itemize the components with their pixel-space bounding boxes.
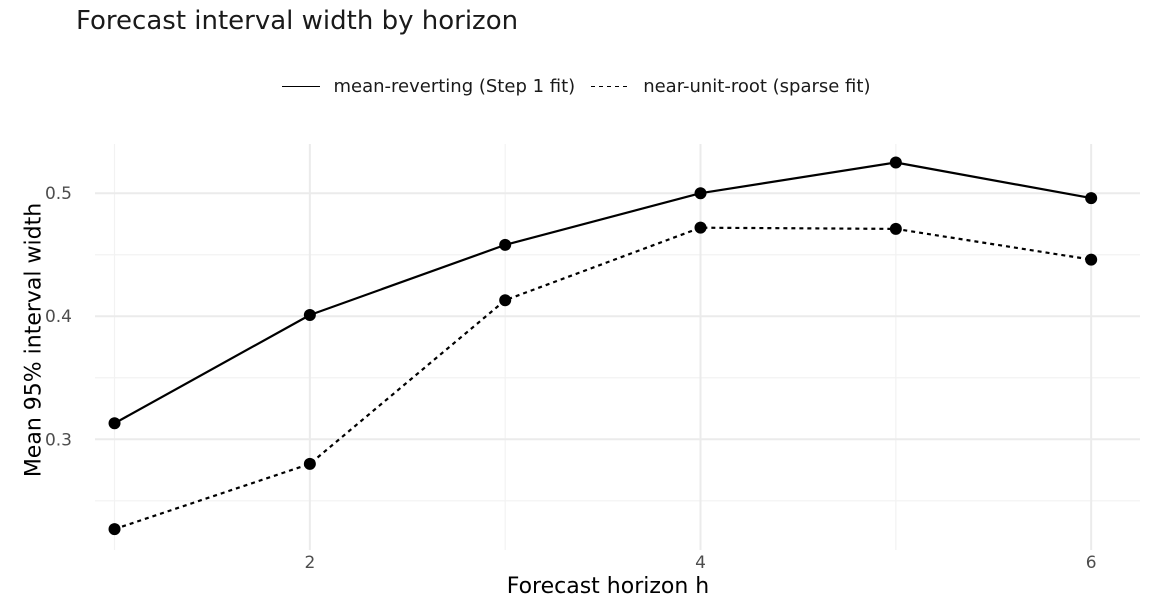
x-tick-label: 4 xyxy=(695,553,706,573)
data-point-series-1 xyxy=(303,309,316,322)
legend-label-mean-reverting: mean-reverting (Step 1 fit) xyxy=(333,75,576,97)
series-line-2 xyxy=(114,226,1092,531)
legend-label-near-unit-root: near-unit-root (sparse fit) xyxy=(643,75,871,97)
y-tick-label: 0.5 xyxy=(45,184,72,204)
x-tick-label: 6 xyxy=(1086,553,1097,573)
x-tick-label: 2 xyxy=(304,553,315,573)
y-tick-label: 0.4 xyxy=(45,307,72,327)
data-point-series-2 xyxy=(303,457,316,470)
data-point-series-1 xyxy=(889,156,902,169)
series-line-1 xyxy=(113,161,1092,425)
data-point-series-1 xyxy=(499,238,512,251)
data-point-series-1 xyxy=(108,417,121,430)
legend-item-mean-reverting: mean-reverting (Step 1 fit) xyxy=(281,75,576,97)
data-point-series-2 xyxy=(889,222,902,235)
legend-item-near-unit-root: near-unit-root (sparse fit) xyxy=(591,76,870,97)
data-point-series-2 xyxy=(694,221,707,234)
legend: mean-reverting (Step 1 fit) near-unit-ro… xyxy=(0,72,1152,100)
data-point-series-2 xyxy=(499,294,512,307)
data-point-series-2 xyxy=(108,523,121,536)
y-axis-label: Mean 95% interval width xyxy=(21,202,47,478)
data-point-series-2 xyxy=(1085,253,1098,266)
x-axis-label: Forecast horizon h xyxy=(506,574,710,599)
chart-title: Forecast interval width by horizon xyxy=(76,6,519,36)
data-point-series-1 xyxy=(694,187,707,200)
data-point-series-1 xyxy=(1085,192,1098,205)
y-tick-label: 0.3 xyxy=(45,430,72,450)
